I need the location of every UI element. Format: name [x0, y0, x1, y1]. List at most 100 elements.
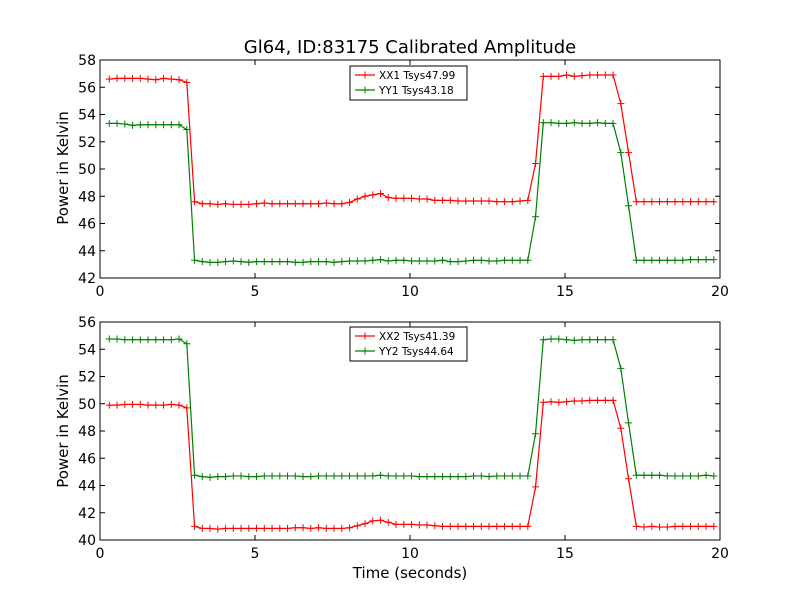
data-point	[508, 256, 516, 264]
data-point	[198, 258, 206, 266]
data-point	[191, 522, 199, 530]
data-point	[322, 258, 330, 266]
data-point	[648, 522, 656, 530]
data-point	[346, 524, 354, 532]
data-point	[431, 522, 439, 530]
x-tick-label: 5	[251, 546, 260, 562]
data-point	[547, 335, 555, 343]
data-point	[322, 524, 330, 532]
legend-marker	[361, 332, 369, 340]
data-point	[640, 256, 648, 264]
data-point	[617, 364, 625, 372]
data-point	[206, 524, 214, 532]
data-point	[129, 336, 137, 344]
data-point	[485, 257, 493, 265]
data-point	[563, 71, 571, 79]
legend-item: YY1 Tsys43.18	[355, 85, 454, 97]
data-point	[291, 258, 299, 266]
data-point	[493, 522, 501, 530]
legend-item: XX2 Tsys41.39	[355, 331, 455, 343]
y-tick-label: 44	[78, 244, 96, 260]
data-point	[284, 472, 292, 480]
data-point	[501, 522, 509, 530]
y-tick-label: 52	[78, 370, 96, 386]
data-point	[423, 195, 431, 203]
data-point	[570, 72, 578, 80]
data-point	[462, 197, 470, 205]
legend-label: XX2 Tsys41.39	[379, 331, 455, 343]
data-point	[400, 256, 408, 264]
data-point	[524, 472, 532, 480]
data-point	[160, 336, 168, 344]
plot-top: 0 5 10 15 20 42 44 46 48 50 52 54 56 58 XX1 Tsys47.99 Y…	[78, 53, 729, 300]
data-point	[330, 524, 338, 532]
x-axis-label: Time (seconds)	[352, 564, 468, 582]
legend-marker	[361, 71, 369, 79]
data-point	[563, 398, 571, 406]
data-point	[338, 258, 346, 266]
legend-box	[349, 326, 468, 362]
data-point	[299, 524, 307, 532]
y-tick-label: 58	[78, 53, 96, 69]
data-point	[206, 473, 214, 481]
data-point	[609, 336, 617, 344]
data-point	[555, 335, 563, 343]
data-point	[601, 396, 609, 404]
x-tick-label: 0	[96, 284, 105, 300]
data-point	[671, 256, 679, 264]
data-point	[586, 336, 594, 344]
data-point	[439, 473, 447, 481]
data-point	[516, 522, 524, 530]
x-tick-label: 15	[556, 546, 574, 562]
data-point	[129, 400, 137, 408]
data-point	[524, 256, 532, 264]
data-point	[276, 258, 284, 266]
data-point	[462, 257, 470, 265]
data-point	[206, 200, 214, 208]
data-point	[648, 256, 656, 264]
data-point	[330, 258, 338, 266]
data-point	[524, 196, 532, 204]
data-point	[485, 197, 493, 205]
data-point	[431, 473, 439, 481]
data-point	[198, 524, 206, 532]
data-point	[160, 121, 168, 129]
data-point	[632, 198, 640, 206]
data-point	[415, 473, 423, 481]
data-point	[625, 202, 633, 210]
data-point	[229, 257, 237, 265]
data-point	[353, 522, 361, 530]
data-point	[617, 149, 625, 157]
data-point	[191, 471, 199, 479]
data-point	[446, 473, 454, 481]
data-point	[493, 198, 501, 206]
data-point	[625, 149, 633, 157]
data-point	[245, 258, 253, 266]
x-tick-label: 5	[251, 284, 260, 300]
data-point	[377, 190, 385, 198]
data-point	[229, 472, 237, 480]
data-point	[493, 257, 501, 265]
data-point	[470, 472, 478, 480]
data-point	[237, 524, 245, 532]
series-xx	[105, 396, 718, 533]
data-point	[400, 520, 408, 528]
data-point	[687, 472, 695, 480]
y-tick-label: 54	[78, 108, 96, 124]
data-point	[462, 473, 470, 481]
data-point	[508, 472, 516, 480]
data-point	[501, 472, 509, 480]
data-point	[601, 71, 609, 79]
y-tick-label: 52	[78, 135, 96, 151]
data-point	[113, 119, 121, 127]
data-point	[578, 397, 586, 405]
data-point	[222, 258, 230, 266]
x-tick-label: 20	[711, 284, 729, 300]
data-point	[601, 119, 609, 127]
data-point	[144, 121, 152, 129]
data-point	[315, 524, 323, 532]
data-point	[136, 336, 144, 344]
data-point	[477, 256, 485, 264]
data-point	[136, 74, 144, 82]
data-point	[694, 198, 702, 206]
